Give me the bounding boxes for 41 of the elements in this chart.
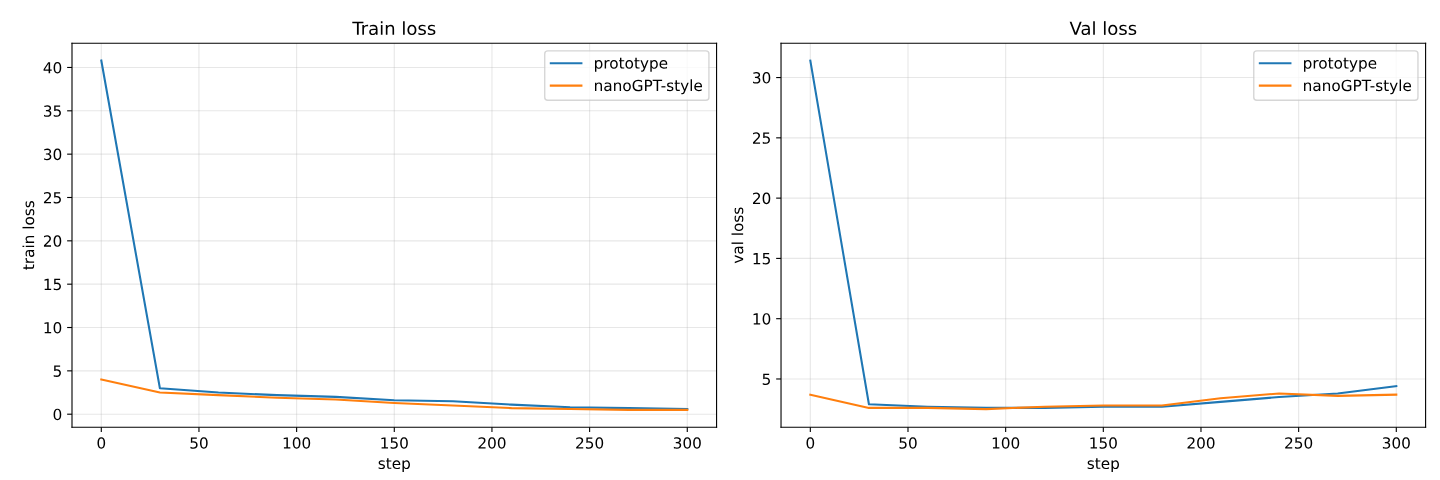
x-axis-title: step	[378, 458, 410, 473]
x-tick-label: 0	[97, 437, 106, 449]
y-tick-label: 5	[762, 373, 770, 385]
y-axis-title: val loss	[731, 207, 744, 264]
y-tick-label: 30	[753, 72, 771, 84]
y-tick-label: 25	[752, 132, 770, 144]
x-tick-label: 300	[1382, 437, 1410, 449]
y-tick-label: 40	[43, 61, 62, 74]
x-tick-label: 250	[1285, 437, 1313, 449]
x-tick-label: 250	[576, 437, 604, 449]
x-tick-label: 200	[478, 437, 506, 449]
chart-title: Train loss	[352, 21, 436, 36]
y-tick-label: 20	[752, 192, 771, 205]
legend-label: nanoGPT-style	[595, 79, 703, 95]
line-series	[809, 392, 1398, 411]
legend-label: nanoGPT-style	[1304, 79, 1412, 95]
x-tick-label: 150	[381, 437, 408, 449]
x-tick-label: 200	[1187, 437, 1215, 449]
y-tick-label: 5	[53, 365, 61, 377]
x-axis-title: step	[1087, 458, 1119, 473]
y-tick-label: 0	[53, 408, 62, 421]
legend-label: prototype	[1304, 57, 1377, 72]
y-tick-label: 30	[44, 148, 62, 161]
y-tick-label: 15	[44, 278, 61, 291]
y-tick-label: 20	[43, 235, 62, 247]
x-tick-label: 100	[283, 437, 311, 449]
y-tick-label: 15	[753, 253, 770, 265]
chart-title: Val loss	[1069, 21, 1137, 36]
y-tick-label: 10	[753, 313, 771, 325]
x-tick-label: 150	[1090, 437, 1117, 449]
y-axis-title: train loss	[22, 200, 35, 270]
x-tick-label: 300	[673, 437, 701, 449]
x-tick-label: 50	[899, 437, 917, 449]
y-tick-label: 35	[44, 105, 61, 117]
y-tick-label: 25	[43, 191, 61, 204]
x-tick-label: 50	[190, 437, 208, 449]
legend-label: prototype	[595, 57, 668, 72]
x-tick-label: 100	[992, 437, 1020, 449]
x-tick-label: 0	[806, 437, 815, 449]
y-tick-label: 10	[44, 321, 62, 334]
line-series	[100, 378, 689, 411]
